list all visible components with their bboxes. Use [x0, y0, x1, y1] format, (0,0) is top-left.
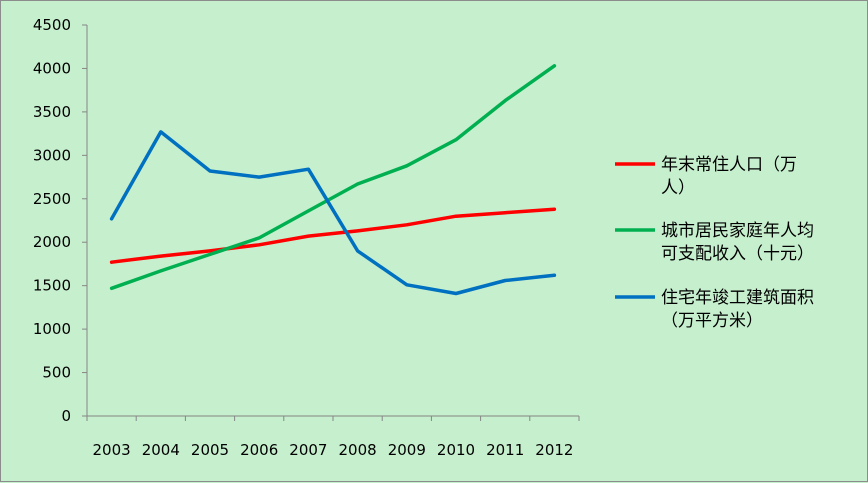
data-point [454, 138, 458, 142]
y-tick-label: 3500 [33, 103, 71, 121]
legend-label: （万平方米） [661, 311, 763, 331]
legend-label: 住宅年竣工建筑面积 [661, 288, 814, 308]
series-line-3 [109, 130, 557, 296]
legend-label: 年末常住人口（万 [661, 155, 797, 175]
legend-label: 城市居民家庭年人均 [661, 221, 814, 241]
data-point [503, 278, 507, 282]
y-tick-label: 4500 [33, 16, 71, 34]
data-point [110, 286, 114, 290]
data-point [159, 254, 163, 258]
data-point [306, 234, 310, 238]
y-tick-label: 0 [61, 407, 71, 425]
y-tick-label: 1000 [33, 320, 71, 338]
x-tick-label: 2009 [388, 441, 426, 459]
data-point [159, 130, 163, 134]
data-point [208, 252, 212, 256]
data-point [405, 223, 409, 227]
legend-label: 人） [661, 178, 695, 198]
y-tick-label: 2000 [33, 233, 71, 251]
data-point [552, 64, 556, 68]
legend-label: 可支配收入（十元） [661, 244, 814, 264]
data-point [454, 214, 458, 218]
x-tick-label: 2010 [437, 441, 475, 459]
data-point [257, 236, 261, 240]
x-tick-label: 2007 [289, 441, 327, 459]
x-tick-label: 2004 [142, 441, 180, 459]
y-tick-label: 1500 [33, 277, 71, 295]
data-point [405, 283, 409, 287]
data-point [503, 99, 507, 103]
x-tick-label: 2008 [339, 441, 377, 459]
data-point [208, 249, 212, 253]
data-point [454, 291, 458, 295]
data-point [159, 269, 163, 273]
data-point [208, 169, 212, 173]
data-point [110, 260, 114, 264]
data-point [356, 182, 360, 186]
data-point [110, 217, 114, 221]
series-lines [109, 64, 557, 296]
y-tick-label: 500 [42, 364, 71, 382]
data-point [503, 211, 507, 215]
y-tick-label: 4000 [33, 59, 71, 77]
data-point [356, 229, 360, 233]
x-axis-ticks: 2003 2004 2005 2006 2007 2008 2009 2010 2011 2012 [86, 416, 580, 459]
series-line-2 [109, 64, 557, 291]
x-tick-label: 2011 [486, 441, 524, 459]
data-point [306, 167, 310, 171]
data-point [405, 164, 409, 168]
series-line-1 [109, 207, 557, 264]
data-point [356, 249, 360, 253]
y-axis-ticks: 0 500 1000 1500 2000 2500 3000 3500 4000 4500 [33, 16, 87, 425]
x-tick-label: 2012 [535, 441, 573, 459]
data-point [552, 207, 556, 211]
data-point [306, 209, 310, 213]
data-point [257, 175, 261, 179]
x-tick-label: 2003 [93, 441, 131, 459]
y-tick-label: 3000 [33, 146, 71, 164]
data-point [257, 243, 261, 247]
x-tick-label: 2005 [191, 441, 229, 459]
data-point [552, 273, 556, 277]
y-tick-label: 2500 [33, 190, 71, 208]
x-tick-label: 2006 [240, 441, 278, 459]
